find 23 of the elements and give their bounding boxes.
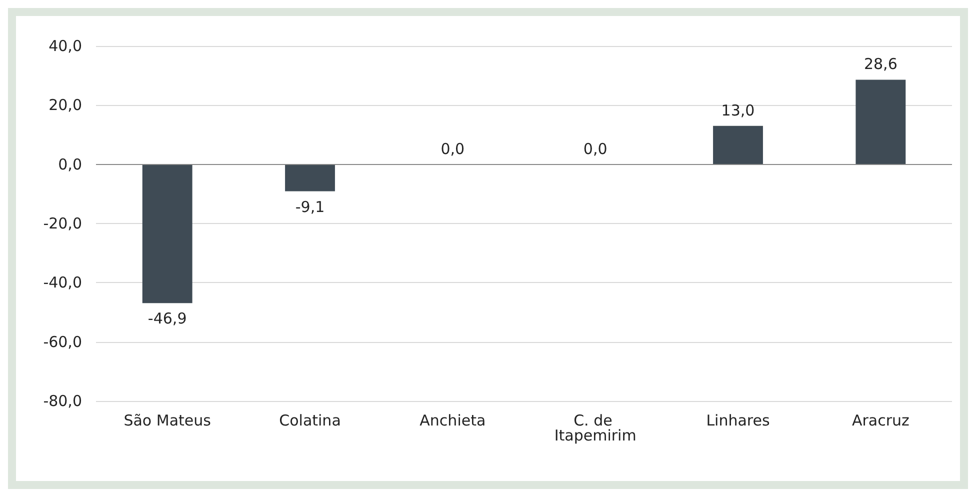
y-tick-label: 40,0 — [48, 37, 82, 55]
y-tick-label: -20,0 — [43, 214, 82, 232]
y-tick-label: 20,0 — [48, 96, 82, 114]
data-label: 13,0 — [721, 101, 755, 120]
data-label: 0,0 — [440, 140, 465, 158]
y-tick-label: -40,0 — [43, 274, 82, 292]
data-label: -9,1 — [295, 198, 325, 216]
data-label: 0,0 — [583, 140, 608, 158]
bar — [856, 80, 906, 164]
bar — [285, 164, 335, 192]
data-label: -46,9 — [148, 310, 187, 328]
x-tick-label: Colatina — [279, 412, 341, 430]
x-tick-label: Linhares — [706, 412, 770, 430]
x-tick-label: C. de Itapemirim — [554, 412, 636, 444]
x-tick-label: Aracruz — [852, 412, 910, 430]
x-tick-label: Anchieta — [420, 412, 486, 430]
bar — [713, 126, 763, 164]
data-label: 28,6 — [864, 55, 898, 74]
x-tick-label: São Mateus — [124, 412, 212, 430]
y-tick-label: -80,0 — [43, 392, 82, 410]
bar — [142, 164, 192, 304]
y-tick-label: 0,0 — [58, 155, 82, 174]
y-tick-label: -60,0 — [43, 332, 82, 351]
